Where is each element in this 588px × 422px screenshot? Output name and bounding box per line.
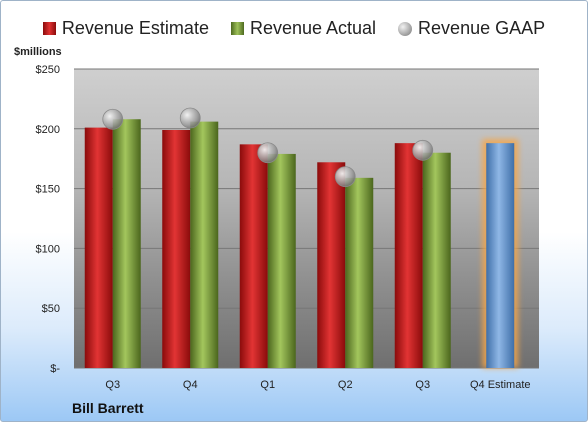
company-name: Bill Barrett — [72, 400, 144, 416]
legend-label-actual: Revenue Actual — [249, 18, 377, 38]
x-tick-label: Q2 — [338, 379, 353, 391]
legend-swatch-estimate — [42, 22, 56, 35]
x-tick-label: Q4 Estimate — [470, 379, 531, 391]
bar-revenue-actual — [267, 153, 296, 368]
marker-revenue-gaap — [334, 166, 356, 188]
gaap-markers — [102, 107, 434, 188]
gridlines — [74, 68, 539, 369]
bar-revenue-estimate — [394, 143, 423, 368]
bar-revenue-estimate — [317, 162, 346, 368]
bar-revenue-actual — [112, 119, 141, 369]
legend-swatch-actual — [230, 22, 244, 35]
bar-revenue-estimate — [239, 144, 268, 368]
y-axis-unit-label: $millions — [14, 46, 62, 58]
bar-revenue-estimate — [84, 127, 113, 368]
y-tick-label: $100 — [36, 243, 60, 255]
bars — [84, 119, 519, 369]
plot-area — [74, 69, 539, 368]
y-tick-label: $250 — [36, 64, 60, 76]
x-tick-label: Q3 — [105, 379, 120, 391]
x-tick-label: Q4 — [183, 379, 198, 391]
legend-item-estimate: Revenue Estimate — [42, 18, 209, 39]
y-axis: $- $50 $100 $150 $200 $250 — [36, 64, 61, 375]
bar-revenue-actual — [190, 121, 219, 369]
x-tick-label: Q1 — [260, 379, 275, 391]
y-tick-label: $200 — [36, 124, 60, 136]
bar-q4-estimate — [486, 143, 515, 368]
marker-revenue-gaap — [412, 139, 434, 161]
marker-revenue-gaap — [179, 107, 201, 129]
legend-label-estimate: Revenue Estimate — [61, 18, 209, 38]
bar-revenue-actual — [345, 177, 374, 368]
y-tick-label: $150 — [36, 184, 60, 196]
marker-revenue-gaap — [102, 108, 124, 130]
x-tick-label: Q3 — [415, 379, 430, 391]
legend-item-actual: Revenue Actual — [230, 18, 377, 39]
legend: Revenue Estimate Revenue Actual Revenue … — [1, 18, 587, 39]
bar-revenue-estimate — [162, 129, 191, 368]
bar-revenue-actual — [422, 152, 451, 368]
y-tick-label: $50 — [42, 303, 60, 315]
legend-swatch-gaap — [398, 21, 413, 36]
legend-label-gaap: Revenue GAAP — [418, 18, 546, 38]
y-tick-label: $- — [50, 363, 60, 375]
legend-item-gaap: Revenue GAAP — [398, 18, 545, 39]
marker-revenue-gaap — [257, 142, 279, 164]
x-axis: Q3 Q4 Q1 Q2 Q3 Q4 Estimate — [105, 379, 530, 391]
